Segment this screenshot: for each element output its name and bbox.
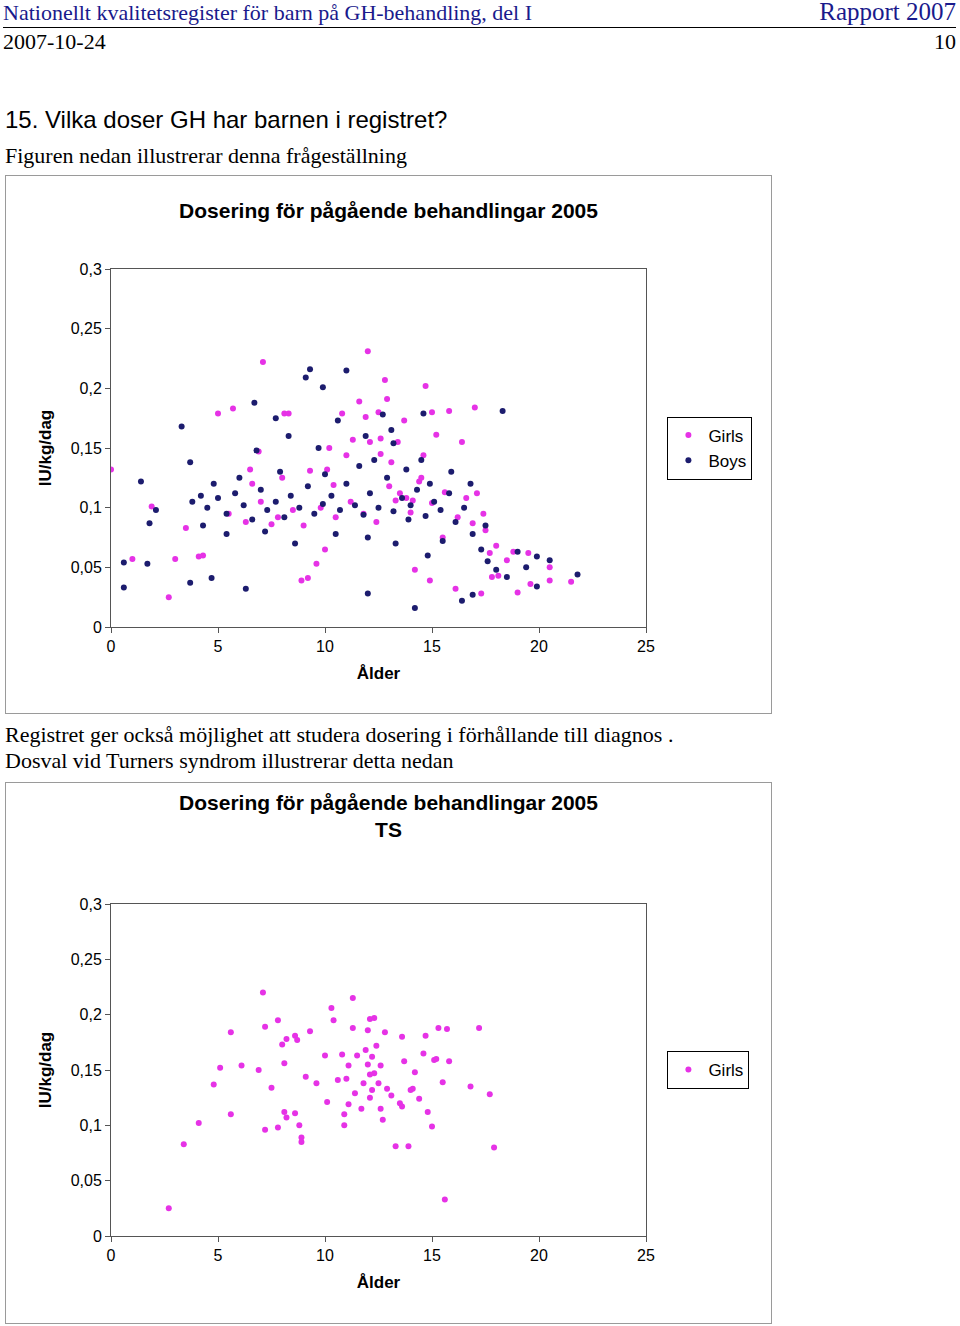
svg-text:5: 5: [214, 638, 223, 655]
svg-text:IU/kg/dag: IU/kg/dag: [36, 410, 55, 487]
html-text:15. Vilka doser GH har barnen: 15. Vilka doser GH har barnen i registre…: [5, 106, 448, 133]
svg-text:0,2: 0,2: [80, 1006, 102, 1023]
svg-text:0: 0: [107, 1247, 116, 1264]
html-text:Nationellt kvalitetsregister f: Nationellt kvalitetsregister för barn på…: [3, 0, 533, 25]
svg-text:5: 5: [214, 1247, 223, 1264]
svg-text:15: 15: [423, 638, 441, 655]
svg-text:Dosering för pågående behandli: Dosering för pågående behandlingar 2005: [179, 199, 598, 222]
svg-text:Girls: Girls: [708, 1061, 743, 1080]
svg-text:0,1: 0,1: [80, 1117, 102, 1134]
svg-text:10: 10: [316, 638, 334, 655]
svg-text:Boys: Boys: [708, 452, 746, 471]
svg-text:Dosering för pågående behandli: Dosering för pågående behandlingar 2005T…: [179, 791, 598, 841]
svg-text:0,1: 0,1: [80, 499, 102, 516]
svg-text:0,3: 0,3: [80, 896, 102, 913]
svg-text:0,2: 0,2: [80, 380, 102, 397]
svg-text:IU/kg/dag: IU/kg/dag: [36, 1032, 55, 1109]
svg-text:20: 20: [530, 1247, 548, 1264]
svg-text:Ålder: Ålder: [357, 664, 401, 683]
html-text:Figuren nedan illustrerar denn: Figuren nedan illustrerar denna frågestä…: [5, 143, 407, 168]
svg-text:Ålder: Ålder: [357, 1273, 401, 1292]
svg-text:0,05: 0,05: [71, 559, 102, 576]
svg-text:0,05: 0,05: [71, 1172, 102, 1189]
svg-text:15: 15: [423, 1247, 441, 1264]
svg-text:Girls: Girls: [708, 427, 743, 446]
svg-text:0,15: 0,15: [71, 1062, 102, 1079]
svg-text:0,15: 0,15: [71, 440, 102, 457]
svg-text:25: 25: [637, 1247, 655, 1264]
svg-text:0,25: 0,25: [71, 951, 102, 968]
html-text:Dosval vid Turners syndrom ill: Dosval vid Turners syndrom illustrerar d…: [5, 748, 454, 773]
svg-text:10: 10: [316, 1247, 334, 1264]
svg-text:25: 25: [637, 638, 655, 655]
svg-text:20: 20: [530, 638, 548, 655]
svg-text:0,3: 0,3: [80, 261, 102, 278]
html-text:Registret ger också möjlighet: Registret ger också möjlighet att studer…: [5, 722, 674, 747]
svg-text:0: 0: [93, 1228, 102, 1245]
svg-text:0: 0: [93, 619, 102, 636]
html-text:2007-10-24: 2007-10-24: [3, 29, 106, 54]
svg-text:0: 0: [107, 638, 116, 655]
html-text:10: 10: [934, 29, 956, 54]
svg-text:0,25: 0,25: [71, 320, 102, 337]
